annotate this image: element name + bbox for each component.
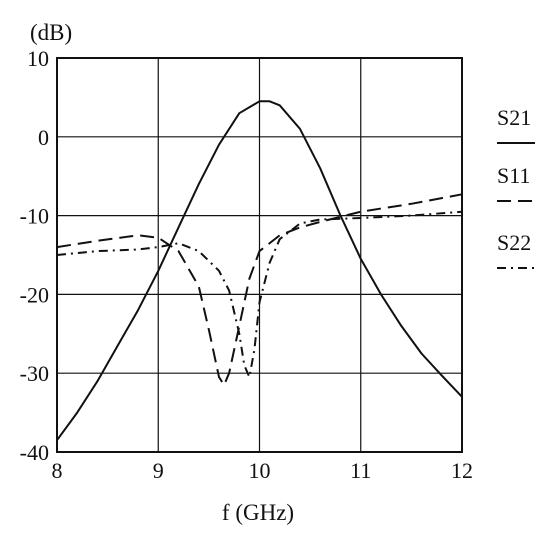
series-layer (56, 100, 463, 441)
y-tick-label: -40 (20, 440, 49, 465)
y-tick-label: 10 (27, 46, 49, 71)
y-tick-label: -30 (20, 361, 49, 386)
y-axis-label: (dB) (30, 20, 72, 45)
legend-label-s21: S21 (497, 105, 531, 130)
x-tick-label: 12 (451, 458, 473, 483)
x-tick-label: 10 (249, 458, 271, 483)
x-axis-label: f (GHz) (222, 500, 294, 525)
y-tick-label: 0 (38, 125, 49, 150)
legend-label-s11: S11 (497, 163, 530, 188)
tick-labels: 8 9 10 11 12 10 0 -10 -20 -30 -40 (20, 46, 473, 483)
series-line-s21 (56, 100, 463, 441)
series-line-s11 (56, 193, 463, 386)
plot-frame (56, 57, 463, 453)
legend-label-s22: S22 (497, 230, 531, 255)
x-tick-label: 8 (52, 458, 63, 483)
x-tick-label: 11 (350, 458, 371, 483)
y-tick-label: -20 (20, 282, 49, 307)
y-tick-label: -10 (20, 204, 49, 229)
series-line-s22 (56, 210, 463, 379)
grid-lines (57, 58, 462, 452)
legend: S21 S11 S22 (497, 105, 535, 269)
x-tick-label: 9 (153, 458, 164, 483)
